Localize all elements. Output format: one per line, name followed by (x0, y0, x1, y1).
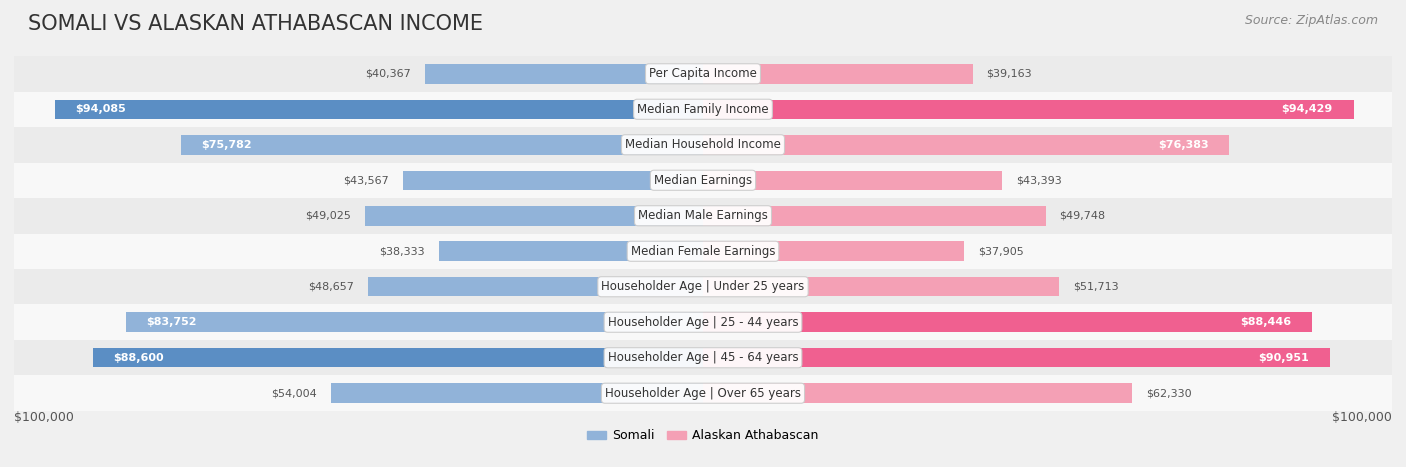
Text: $94,429: $94,429 (1282, 104, 1333, 114)
Text: $83,752: $83,752 (146, 317, 197, 327)
Text: $39,163: $39,163 (987, 69, 1032, 79)
Bar (425, 64, 703, 84)
Bar (14, 56, 1392, 92)
Text: $94,085: $94,085 (76, 104, 127, 114)
Text: Median Household Income: Median Household Income (626, 138, 780, 151)
Text: Householder Age | 25 - 44 years: Householder Age | 25 - 44 years (607, 316, 799, 329)
Text: $88,600: $88,600 (114, 353, 165, 363)
Bar (14, 198, 1392, 234)
Bar (703, 206, 1046, 226)
Text: $76,383: $76,383 (1159, 140, 1209, 150)
Bar (703, 348, 1330, 368)
Bar (366, 206, 703, 226)
Text: $49,025: $49,025 (305, 211, 352, 221)
Bar (14, 163, 1392, 198)
Text: $62,330: $62,330 (1146, 388, 1192, 398)
Bar (14, 269, 1392, 304)
Text: $49,748: $49,748 (1060, 211, 1105, 221)
Text: $43,567: $43,567 (343, 175, 389, 185)
Bar (93, 348, 703, 368)
Text: $100,000: $100,000 (14, 411, 75, 424)
Bar (703, 64, 973, 84)
Text: $43,393: $43,393 (1015, 175, 1062, 185)
Bar (368, 277, 703, 297)
Bar (330, 383, 703, 403)
Bar (703, 241, 965, 261)
Bar (127, 312, 703, 332)
Bar (14, 127, 1392, 163)
Text: $48,657: $48,657 (308, 282, 354, 292)
Text: Per Capita Income: Per Capita Income (650, 67, 756, 80)
Bar (404, 170, 703, 190)
Bar (14, 92, 1392, 127)
Text: SOMALI VS ALASKAN ATHABASCAN INCOME: SOMALI VS ALASKAN ATHABASCAN INCOME (28, 14, 484, 34)
Bar (14, 304, 1392, 340)
Text: Median Male Earnings: Median Male Earnings (638, 209, 768, 222)
Bar (703, 135, 1229, 155)
Bar (703, 170, 1002, 190)
Bar (14, 234, 1392, 269)
Text: Median Family Income: Median Family Income (637, 103, 769, 116)
Bar (439, 241, 703, 261)
Bar (14, 375, 1392, 411)
Text: $88,446: $88,446 (1240, 317, 1292, 327)
Text: $37,905: $37,905 (979, 246, 1024, 256)
Bar (703, 312, 1312, 332)
Text: $40,367: $40,367 (366, 69, 411, 79)
Bar (703, 383, 1132, 403)
Text: Source: ZipAtlas.com: Source: ZipAtlas.com (1244, 14, 1378, 27)
Text: Householder Age | 45 - 64 years: Householder Age | 45 - 64 years (607, 351, 799, 364)
Text: $54,004: $54,004 (271, 388, 318, 398)
Text: $90,951: $90,951 (1258, 353, 1309, 363)
Bar (703, 99, 1354, 119)
Text: $51,713: $51,713 (1073, 282, 1119, 292)
Legend: Somali, Alaskan Athabascan: Somali, Alaskan Athabascan (582, 425, 824, 447)
Text: Median Earnings: Median Earnings (654, 174, 752, 187)
Text: Householder Age | Over 65 years: Householder Age | Over 65 years (605, 387, 801, 400)
Bar (703, 277, 1059, 297)
Text: $100,000: $100,000 (1331, 411, 1392, 424)
Text: Median Female Earnings: Median Female Earnings (631, 245, 775, 258)
Text: $38,333: $38,333 (380, 246, 425, 256)
Text: $75,782: $75,782 (201, 140, 252, 150)
Bar (14, 340, 1392, 375)
Bar (181, 135, 703, 155)
Text: Householder Age | Under 25 years: Householder Age | Under 25 years (602, 280, 804, 293)
Bar (55, 99, 703, 119)
